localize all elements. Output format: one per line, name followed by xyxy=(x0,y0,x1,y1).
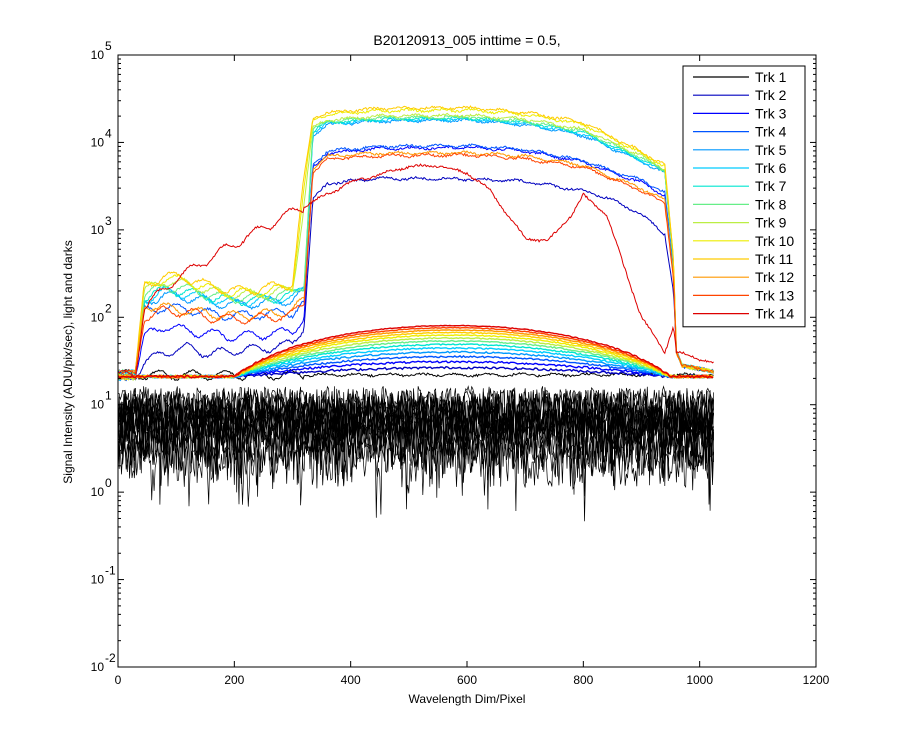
legend-label: Trk 2 xyxy=(755,87,787,103)
y-tick-label-base: 10 xyxy=(91,135,105,149)
legend-label: Trk 9 xyxy=(755,215,787,231)
series-line xyxy=(118,324,714,379)
series-line xyxy=(118,152,714,379)
dark-trace xyxy=(118,389,714,474)
series-line xyxy=(118,112,715,382)
legend-label: Trk 1 xyxy=(755,69,787,85)
legend-label: Trk 6 xyxy=(755,160,787,176)
legend-label: Trk 14 xyxy=(755,306,794,322)
series-line xyxy=(118,326,714,379)
dark-trace xyxy=(118,387,714,475)
x-tick-label: 400 xyxy=(341,673,361,687)
y-tick-label-base: 10 xyxy=(91,48,105,62)
legend-label: Trk 12 xyxy=(755,269,794,285)
y-tick-label-base: 10 xyxy=(91,485,105,499)
y-tick-label-exponent: 5 xyxy=(105,39,112,53)
chart-title: B20120913_005 inttime = 0.5, xyxy=(373,32,560,48)
y-tick-label-base: 10 xyxy=(91,398,105,412)
y-tick-label-exponent: -2 xyxy=(105,651,116,665)
dark-trace xyxy=(118,385,714,469)
x-tick-label: 0 xyxy=(115,673,122,687)
x-tick-label: 200 xyxy=(224,673,244,687)
x-tick-label: 1000 xyxy=(686,673,713,687)
series-line xyxy=(118,105,714,381)
series-line xyxy=(118,175,714,381)
x-tick-label: 1200 xyxy=(803,673,830,687)
legend-label: Trk 3 xyxy=(755,105,787,121)
x-tick-label: 800 xyxy=(573,673,593,687)
y-tick-label-exponent: 4 xyxy=(105,126,112,140)
x-axis-label: Wavelength Dim/Pixel xyxy=(409,692,526,706)
legend-label: Trk 8 xyxy=(755,196,787,212)
series-line xyxy=(118,117,714,381)
series-line xyxy=(118,368,714,382)
legend-label: Trk 4 xyxy=(755,124,787,140)
series-line xyxy=(118,163,714,381)
legend-label: Trk 5 xyxy=(755,142,787,158)
y-tick-label-base: 10 xyxy=(91,310,105,324)
y-tick-label-exponent: 2 xyxy=(105,301,112,315)
y-tick-label-exponent: -1 xyxy=(105,564,116,578)
legend-label: Trk 13 xyxy=(755,287,794,303)
legend-box xyxy=(682,65,806,328)
series-line xyxy=(118,143,715,382)
legend-label: Trk 10 xyxy=(755,233,794,249)
y-tick-label-exponent: 3 xyxy=(105,214,112,228)
x-tick-label: 600 xyxy=(457,673,477,687)
series-line xyxy=(118,117,714,382)
y-tick-label-exponent: 0 xyxy=(105,476,112,490)
y-axis-label: Signal Intensity (ADU/pix/sec), light an… xyxy=(61,240,75,483)
y-tick-label-base: 10 xyxy=(91,660,105,674)
legend-label: Trk 7 xyxy=(755,178,787,194)
y-tick-label-base: 10 xyxy=(91,223,105,237)
y-tick-label-exponent: 1 xyxy=(105,389,112,403)
legend-label: Trk 11 xyxy=(755,251,793,267)
series-line xyxy=(118,115,714,376)
y-tick-label-base: 10 xyxy=(91,573,105,587)
series-line xyxy=(118,115,714,381)
